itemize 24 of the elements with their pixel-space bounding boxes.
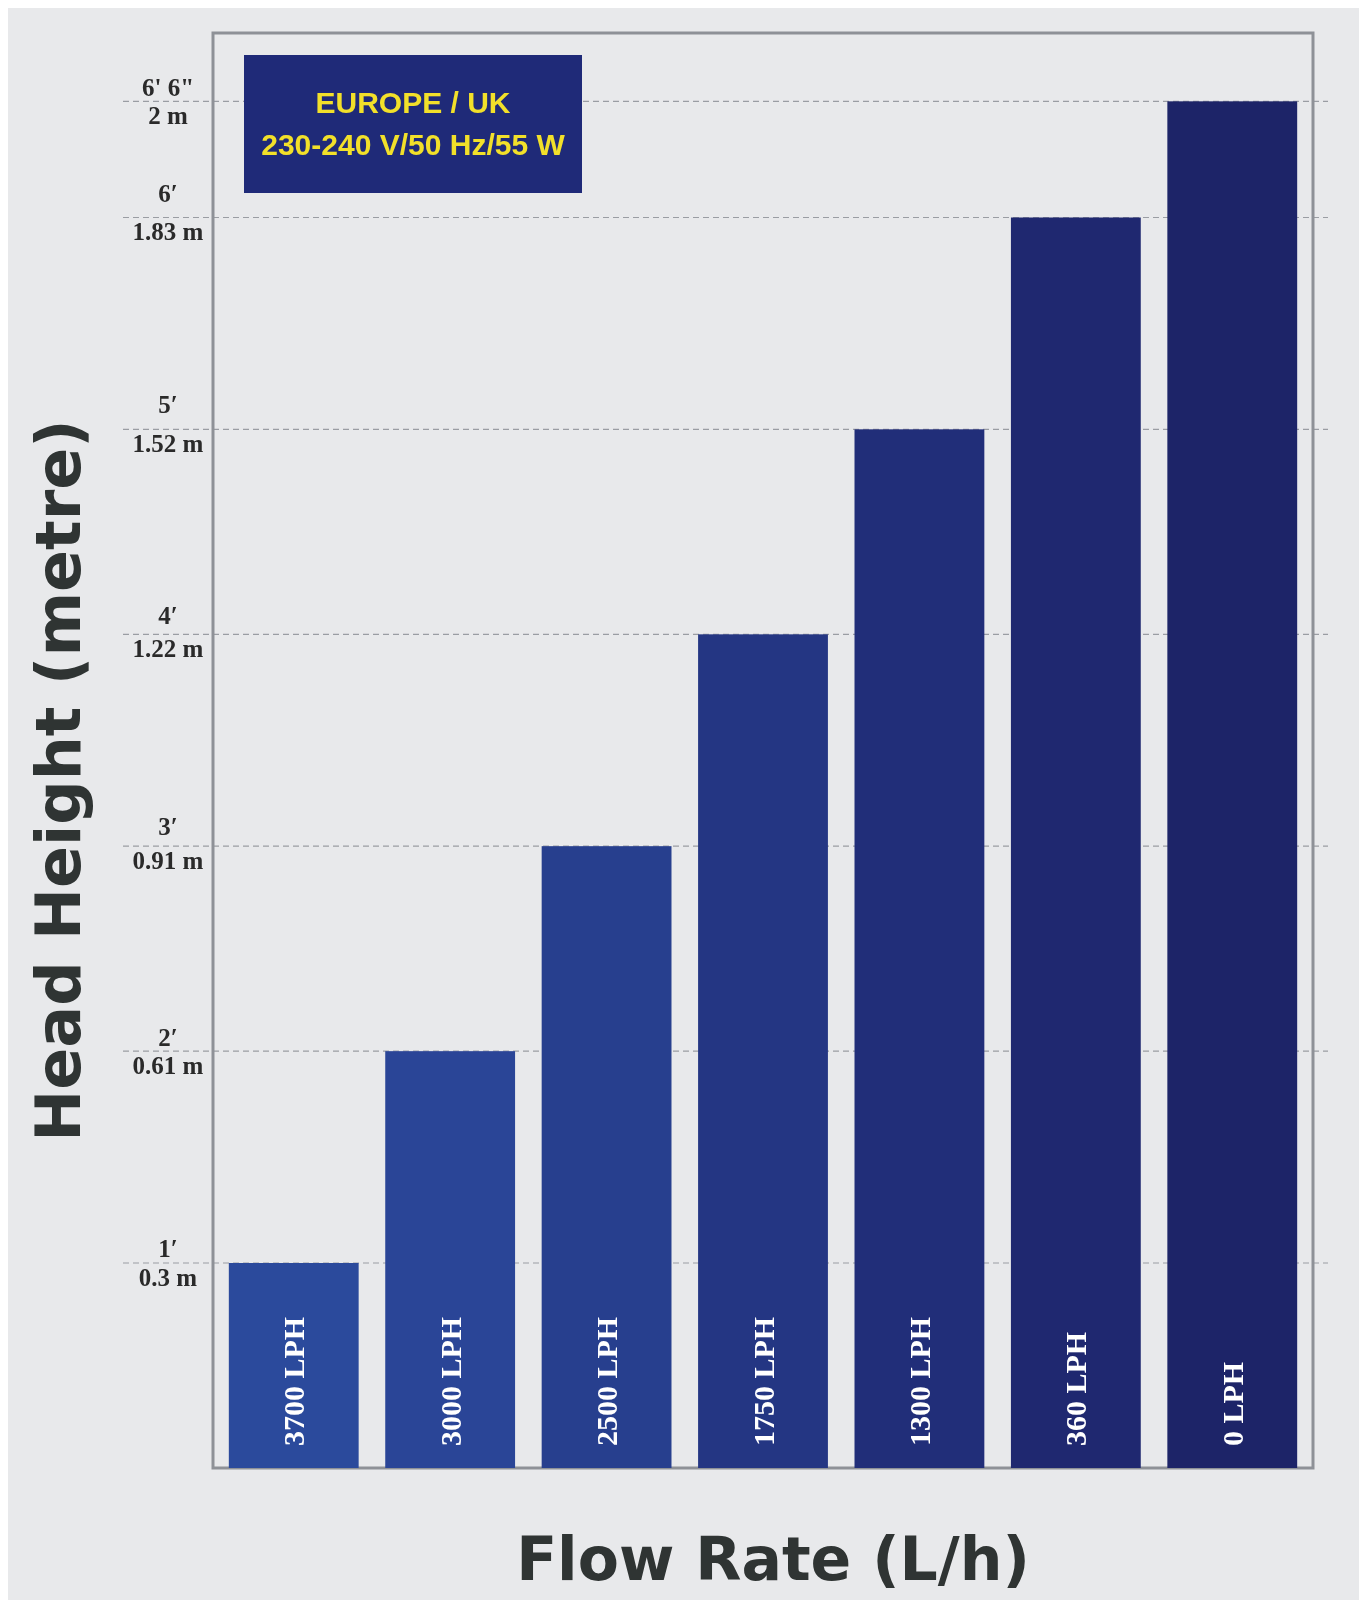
y2-tick-label: 0.61 m: [132, 1051, 204, 1079]
y2-tick-label: 1.83 m: [132, 218, 204, 245]
x-tick-label: 3000 LPH: [433, 1316, 467, 1446]
x-tick-label: 3700 LPH: [277, 1316, 311, 1446]
y-tick-label: 4′: [158, 601, 178, 629]
y2-tick-label: 0.3 m: [138, 1263, 198, 1291]
y-tick-label: 6′: [158, 179, 178, 207]
y-tick-label: 6' 6": [141, 74, 195, 102]
x-tick-label: 1300 LPH: [902, 1316, 936, 1446]
y2-tick-label: 2 m: [148, 101, 188, 129]
y2-tick-label: 0.91 m: [132, 846, 204, 874]
y2-tick-label: 1.22 m: [132, 634, 204, 662]
x-tick-label: 1750 LPH: [746, 1316, 780, 1446]
y-tick-label: 1′: [158, 1235, 178, 1263]
y-tick-label: 2′: [158, 1024, 178, 1051]
y-tick-label: 3′: [158, 812, 178, 840]
annotation: EUROPE / UK 230-240 V/50 Hz/55 W: [261, 86, 566, 161]
y-tick-label: 5′: [158, 390, 178, 418]
x-tick-label: 2500 LPH: [590, 1316, 624, 1446]
y2-tick-label: 1.52 m: [132, 429, 204, 457]
x-tick-label: 0 LPH: [1215, 1361, 1249, 1446]
x-axis-title: Flow Rate (L/h): [516, 1524, 1030, 1594]
y2-axis-title: Head Height (metre): [22, 419, 95, 1142]
x-tick-label: 360 LPH: [1059, 1331, 1093, 1446]
